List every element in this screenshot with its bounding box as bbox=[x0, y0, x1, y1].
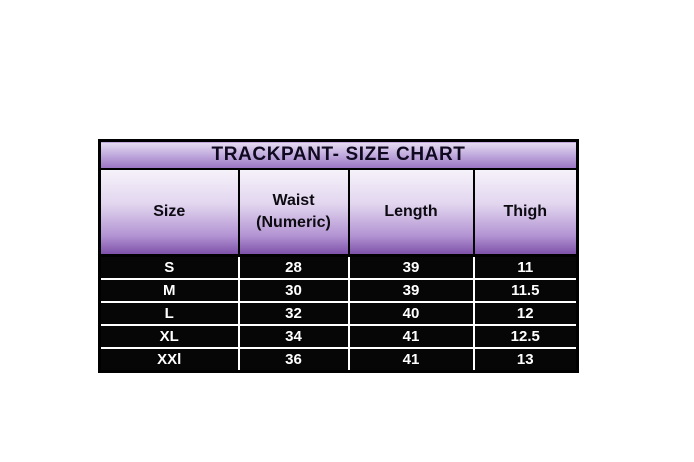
cell-size: S bbox=[99, 255, 239, 279]
table-row: L 32 40 12 bbox=[99, 301, 578, 325]
table-row: XL 34 41 12.5 bbox=[99, 324, 578, 348]
cell-length: 41 bbox=[347, 324, 474, 348]
column-header-waist-label: Waist (Numeric) bbox=[256, 192, 331, 231]
cell-length: 39 bbox=[347, 278, 474, 302]
header-row: Size Waist (Numeric) Length Thigh bbox=[99, 169, 578, 257]
cell-thigh: 13 bbox=[472, 347, 578, 372]
column-header-thigh: Thigh bbox=[472, 169, 578, 257]
cell-size: L bbox=[99, 301, 239, 325]
cell-waist: 34 bbox=[237, 324, 349, 348]
size-chart-table: TRACKPANT- SIZE CHART Size Waist (Numeri… bbox=[98, 139, 580, 373]
column-header-waist: Waist (Numeric) bbox=[237, 169, 349, 257]
cell-thigh: 11 bbox=[472, 255, 578, 279]
cell-waist: 36 bbox=[237, 347, 349, 372]
cell-size: XL bbox=[99, 324, 239, 348]
column-header-size: Size bbox=[99, 169, 239, 257]
table-row: XXl 36 41 13 bbox=[99, 347, 578, 372]
cell-size: M bbox=[99, 278, 239, 302]
column-header-length: Length bbox=[347, 169, 474, 257]
cell-waist: 28 bbox=[237, 255, 349, 279]
cell-size: XXl bbox=[99, 347, 239, 372]
cell-length: 39 bbox=[347, 255, 474, 279]
column-header-size-label: Size bbox=[153, 203, 186, 221]
cell-thigh: 12.5 bbox=[472, 324, 578, 348]
cell-waist: 30 bbox=[237, 278, 349, 302]
cell-length: 40 bbox=[347, 301, 474, 325]
column-header-thigh-label: Thigh bbox=[503, 203, 548, 221]
table-row: M 30 39 11.5 bbox=[99, 278, 578, 302]
cell-waist: 32 bbox=[237, 301, 349, 325]
column-header-length-label: Length bbox=[384, 203, 438, 221]
cell-thigh: 11.5 bbox=[472, 278, 578, 302]
table-row: S 28 39 11 bbox=[99, 255, 578, 279]
cell-length: 41 bbox=[347, 347, 474, 372]
cell-thigh: 12 bbox=[472, 301, 578, 325]
chart-title: TRACKPANT- SIZE CHART bbox=[99, 140, 578, 170]
title-row: TRACKPANT- SIZE CHART bbox=[99, 140, 578, 170]
